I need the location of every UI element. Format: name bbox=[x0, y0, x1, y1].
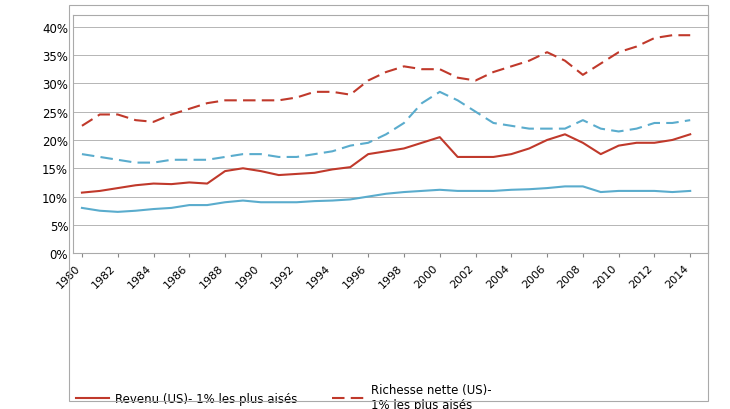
Legend: Revenu (US)- 1% les plus aisés, Revenu (FR)- 1% les plus aisés, Richesse nette (: Revenu (US)- 1% les plus aisés, Revenu (… bbox=[76, 383, 492, 409]
